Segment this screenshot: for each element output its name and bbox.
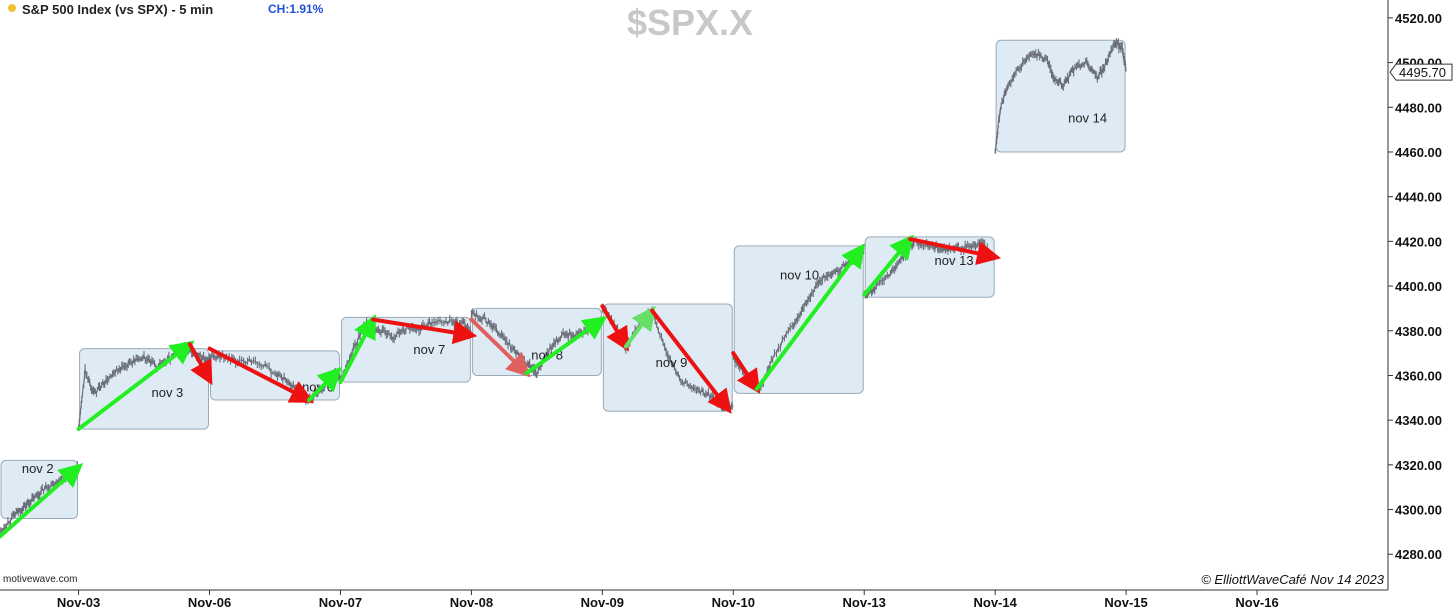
y-tick-label: 4340.00 <box>1395 413 1442 428</box>
session-label: nov 14 <box>1068 110 1107 125</box>
x-tick-label: Nov-08 <box>450 595 493 610</box>
y-tick-label: 4300.00 <box>1395 503 1442 518</box>
symbol-watermark: $SPX.X <box>626 2 754 43</box>
y-tick-label: 4460.00 <box>1395 145 1442 160</box>
trend-arrow-down <box>207 346 315 403</box>
y-tick-label: 4380.00 <box>1395 324 1442 339</box>
session-box <box>79 348 210 430</box>
trend-arrow-up <box>524 316 608 376</box>
source-label: motivewave.com <box>3 574 78 585</box>
y-tick-label: 4360.00 <box>1395 368 1442 383</box>
session-label: nov 3 <box>151 385 183 400</box>
copyright-label: © ElliottWaveCafé Nov 14 2023 <box>1201 572 1384 587</box>
x-tick-label: Nov-16 <box>1235 595 1278 610</box>
trend-arrow-down <box>371 317 478 345</box>
last-price-tag <box>1389 63 1453 81</box>
x-tick-label: Nov-10 <box>712 595 755 610</box>
session-group <box>340 316 471 383</box>
session-label: nov 2 <box>22 461 54 476</box>
y-tick-label: 4480.00 <box>1395 100 1442 115</box>
trend-arrow-up <box>0 463 84 539</box>
y-tick-label: 4520.00 <box>1395 11 1442 26</box>
trend-arrow-down <box>908 237 1002 266</box>
y-tick-label: 4440.00 <box>1395 190 1442 205</box>
x-tick-label: Nov-14 <box>973 595 1017 610</box>
trend-arrow-up <box>754 243 866 391</box>
last-price-label: 4495.70 <box>1399 65 1446 80</box>
y-tick-label: 4420.00 <box>1395 234 1442 249</box>
session-label: nov 7 <box>413 342 445 357</box>
y-tick-label: 4320.00 <box>1395 458 1442 473</box>
x-tick-label: Nov-15 <box>1104 595 1147 610</box>
trend-arrow-up <box>307 366 343 403</box>
session-box <box>340 316 471 383</box>
x-tick-label: Nov-09 <box>581 595 624 610</box>
session-label: nov 13 <box>935 253 974 268</box>
trend-arrow-down <box>600 304 629 352</box>
session-box <box>995 39 1126 153</box>
trend-arrow-down <box>731 351 761 394</box>
trend-arrow-up <box>338 314 376 385</box>
x-tick-label: Nov-03 <box>57 595 100 610</box>
trend-arrow-up <box>862 234 914 297</box>
x-tick-label: Nov-13 <box>843 595 886 610</box>
trend-arrow-down <box>469 317 531 378</box>
x-tick-label: Nov-06 <box>188 595 231 610</box>
y-tick-label: 4280.00 <box>1395 547 1442 562</box>
y-tick-label: 4400.00 <box>1395 279 1442 294</box>
symbol-color-dot <box>8 4 16 12</box>
price-series <box>863 237 996 299</box>
session-label: nov 10 <box>780 267 819 282</box>
change-percent: CH:1.91% <box>268 2 324 16</box>
session-label: nov 9 <box>656 355 688 370</box>
trend-arrow-down <box>187 342 213 386</box>
session-group <box>79 348 210 430</box>
trend-arrow-down <box>650 308 732 414</box>
session-group <box>995 39 1126 153</box>
trend-arrow-up <box>76 340 195 432</box>
price-series <box>470 308 603 378</box>
chart-title: S&P 500 Index (vs SPX) - 5 min <box>22 2 214 17</box>
x-tick-label: Nov-07 <box>319 595 362 610</box>
price-series <box>994 38 1127 154</box>
trend-arrow-up <box>623 305 656 349</box>
